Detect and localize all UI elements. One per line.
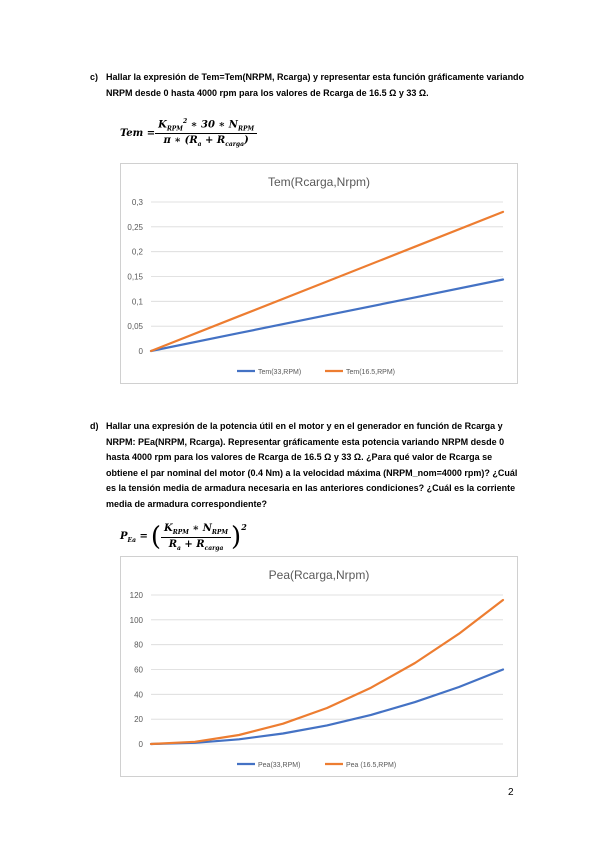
equation-tem: Tem = KRPM2 ∗ 30 ∗ NRPM π ∗ (Ra + Rcarga… bbox=[120, 118, 258, 149]
eq-den-c-sub: carga bbox=[225, 141, 245, 149]
y-tick-label: 0,15 bbox=[127, 273, 143, 282]
question-d-label: d) bbox=[90, 421, 99, 431]
legend-label-1: Tem(16.5,RPM) bbox=[346, 369, 395, 376]
eq2-den-mid: + R bbox=[180, 538, 205, 550]
equation-tem-lhs: Tem = bbox=[120, 127, 156, 139]
y-tick-label: 60 bbox=[134, 666, 143, 675]
series-line-1 bbox=[149, 210, 505, 353]
eq-den-post: ) bbox=[244, 135, 249, 147]
eq2-den-c-sub: carga bbox=[204, 544, 224, 552]
question-c-text: Hallar la expresión de Tem=Tem(NRPM, Rca… bbox=[106, 72, 525, 98]
y-tick-label: 0,05 bbox=[127, 322, 143, 331]
eq2-den-a-sub: a bbox=[177, 544, 181, 552]
y-tick-label: 120 bbox=[130, 591, 144, 600]
eq2-k-sub: RPM bbox=[172, 528, 189, 536]
chart-pea-svg: Pea(Rcarga,Nrpm) 0 20 40 60 80 100 120 Pea(33,RP… bbox=[130, 568, 505, 769]
chart-tem: Tem(Rcarga,Nrpm) 0 0,05 0,1 0,15 0,2 0,25 0,3 Te… bbox=[120, 163, 518, 384]
eq-k-sup: 2 bbox=[182, 118, 188, 125]
y-tick-label: 80 bbox=[134, 641, 143, 650]
equation-pea: PEa = ( KRPM ∗ NRPM Ra + Rcarga ) 2 bbox=[120, 522, 247, 552]
chart-tem-svg: Tem(Rcarga,Nrpm) 0 0,05 0,1 0,15 0,2 0,25 0,3 Te… bbox=[127, 175, 505, 376]
legend-label-0: Pea(33,RPM) bbox=[258, 762, 300, 769]
eq-n-sub: RPM bbox=[237, 125, 255, 133]
y-tick-label: 40 bbox=[134, 690, 143, 699]
eq2-den-pre: R bbox=[168, 538, 178, 550]
y-tick-label: 20 bbox=[134, 715, 143, 724]
chart-title: Pea(Rcarga,Nrpm) bbox=[269, 568, 370, 582]
question-d-text: Hallar una expresión de la potencia útil… bbox=[106, 421, 518, 509]
series-line-0 bbox=[149, 278, 505, 353]
y-tick-label: 0,25 bbox=[127, 223, 143, 232]
eq2-num-rest: ∗ N bbox=[188, 522, 212, 534]
series-line-0 bbox=[149, 668, 505, 746]
chart-title: Tem(Rcarga,Nrpm) bbox=[268, 175, 370, 189]
eq2-p: P bbox=[120, 530, 128, 542]
question-c-label: c) bbox=[90, 72, 99, 82]
y-tick-label: 0,3 bbox=[132, 198, 144, 207]
eq2-power: 2 bbox=[241, 522, 247, 532]
chart-pea: Pea(Rcarga,Nrpm) 0 20 40 60 80 100 120 Pea(33,RP… bbox=[120, 556, 518, 777]
question-c: c) Hallar la expresión de Tem=Tem(NRPM, … bbox=[90, 70, 526, 101]
eq2-rparen: ) bbox=[231, 522, 242, 552]
eq-den-pre: π ∗ (R bbox=[163, 135, 198, 147]
page-number: 2 bbox=[508, 787, 514, 798]
eq2-lparen: ( bbox=[150, 522, 162, 552]
eq-k-sub: RPM bbox=[166, 125, 183, 133]
y-tick-label: 0,2 bbox=[132, 248, 144, 257]
eq2-k: K bbox=[164, 522, 173, 534]
eq-den-mid: + R bbox=[201, 135, 226, 147]
eq2-p-sub: Ea bbox=[127, 536, 136, 544]
y-tick-label: 0 bbox=[139, 740, 144, 749]
legend-label-0: Tem(33,RPM) bbox=[258, 369, 301, 376]
y-tick-label: 0 bbox=[139, 347, 144, 356]
y-tick-label: 0,1 bbox=[132, 297, 144, 306]
eq-den-a-sub: a bbox=[197, 141, 202, 149]
series-line-1 bbox=[149, 598, 505, 746]
eq2-eq: = bbox=[136, 530, 148, 542]
y-tick-label: 100 bbox=[130, 616, 144, 625]
question-d: d) Hallar una expresión de la potencia ú… bbox=[90, 419, 526, 512]
legend-label-1: Pea (16.5,RPM) bbox=[346, 762, 396, 769]
eq2-n-sub: RPM bbox=[211, 528, 229, 536]
eq-num-rest: ∗ 30 ∗ N bbox=[187, 119, 238, 131]
eq-k: K bbox=[158, 119, 167, 131]
